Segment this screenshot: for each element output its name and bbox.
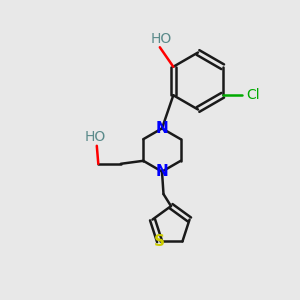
Text: HO: HO — [151, 32, 172, 46]
Text: Cl: Cl — [246, 88, 260, 102]
Text: HO: HO — [85, 130, 106, 144]
Text: N: N — [156, 121, 168, 136]
Text: S: S — [154, 234, 165, 249]
Text: N: N — [156, 164, 168, 179]
